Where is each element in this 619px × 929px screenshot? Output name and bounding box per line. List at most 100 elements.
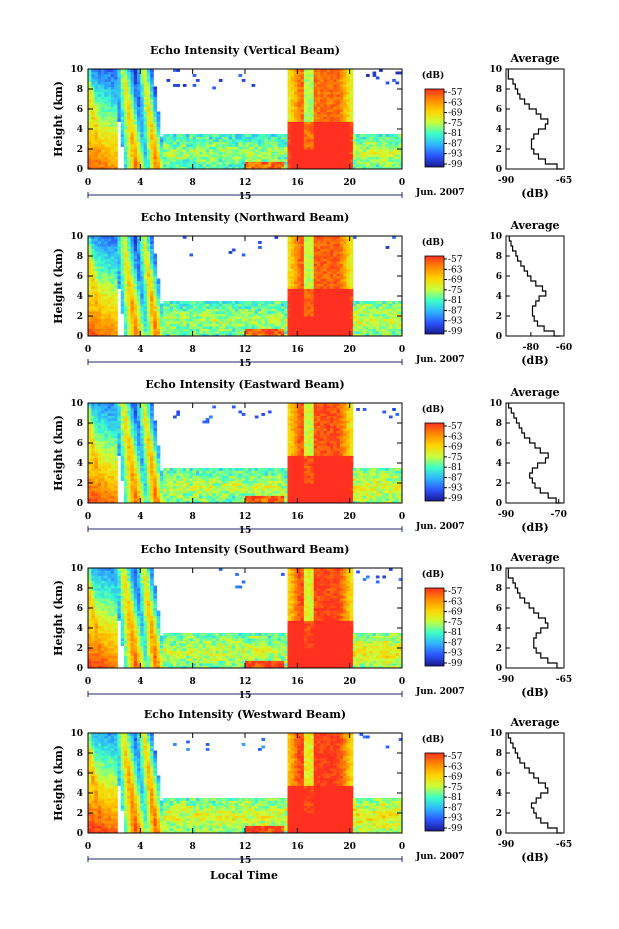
heatmap-cell — [150, 139, 154, 142]
heatmap-cell — [133, 104, 138, 107]
heatmap-cell — [280, 321, 285, 324]
heatmap-cell — [316, 236, 321, 239]
heatmap-cell — [212, 323, 216, 327]
heatmap-cell — [398, 333, 403, 337]
heatmap-cell — [290, 288, 295, 292]
heatmap-cell — [91, 101, 95, 105]
heatmap-cell — [127, 321, 131, 324]
heatmap-cell — [146, 281, 151, 284]
heatmap-cell — [245, 149, 249, 152]
heatmap-cell — [212, 326, 216, 329]
heatmap-cell — [392, 164, 396, 167]
heatmap-cell — [346, 241, 351, 244]
heatmap-cell — [120, 251, 125, 254]
heatmap-cell — [369, 301, 373, 304]
heatmap-cell — [271, 141, 275, 145]
y-tick-label: 2 — [77, 145, 83, 155]
heatmap-cell — [346, 89, 351, 92]
heatmap-cell — [349, 156, 354, 160]
heatmap-cell — [169, 154, 174, 157]
heatmap-cell — [186, 313, 190, 317]
heatmap-cell — [114, 99, 118, 102]
heatmap-cell — [333, 96, 337, 100]
heatmap-cell — [101, 84, 105, 87]
heatmap-cell — [297, 303, 301, 307]
heatmap-cell — [107, 81, 112, 85]
heatmap-cell — [163, 146, 167, 150]
heatmap-cell — [153, 146, 158, 150]
heatmap-cell — [209, 161, 213, 165]
heatmap-cell — [146, 156, 151, 160]
heatmap-cell — [320, 126, 324, 130]
heatmap-cell — [379, 141, 383, 145]
heatmap-cell — [264, 333, 269, 337]
heatmap-cell — [179, 313, 184, 317]
heatmap-cell — [333, 278, 337, 282]
heatmap-cell — [307, 129, 311, 132]
heatmap-cell — [343, 266, 347, 269]
heatmap-cell — [245, 306, 249, 309]
heatmap-cell — [169, 136, 174, 140]
heatmap-cell — [316, 69, 321, 72]
heatmap-cell — [140, 69, 144, 72]
heatmap-cell — [137, 291, 141, 294]
heatmap-cell — [123, 94, 128, 97]
heatmap-cell — [156, 286, 161, 289]
heatmap-cell — [123, 278, 128, 282]
heatmap-cell — [343, 313, 347, 317]
heatmap-cell — [176, 318, 180, 322]
heatmap-cell — [264, 159, 269, 162]
heatmap-cell — [101, 129, 105, 132]
heatmap-cell — [349, 71, 354, 75]
heatmap-cell — [277, 141, 282, 145]
heatmap-cell — [300, 251, 305, 254]
heatmap-cell — [146, 258, 151, 262]
heatmap-cell — [300, 126, 305, 130]
heatmap-cell — [330, 166, 334, 170]
heatmap-cell — [169, 313, 174, 317]
heatmap-cell — [356, 328, 360, 332]
heatmap-cell — [127, 263, 131, 267]
heatmap-cell — [127, 116, 131, 120]
heatmap-cell — [241, 149, 246, 152]
heatmap-cell — [346, 161, 351, 165]
heatmap-cell — [251, 164, 256, 167]
date-label: Jun. 2007 — [415, 188, 465, 198]
heatmap-cell — [343, 248, 347, 252]
heatmap-cell — [379, 166, 383, 170]
heatmap-cell — [359, 333, 364, 337]
heatmap-cell — [140, 139, 144, 142]
heatmap-cell — [326, 94, 331, 97]
heatmap-cell — [94, 331, 99, 334]
heatmap-cell — [215, 316, 220, 319]
heatmap-cell — [218, 164, 223, 167]
heatmap-cell — [225, 149, 230, 152]
heatmap-cell — [212, 139, 216, 142]
heatmap-cell — [352, 161, 357, 165]
heatmap-cell — [97, 86, 102, 90]
heatmap-cell — [336, 164, 341, 167]
heatmap-cell — [127, 278, 131, 282]
heatmap-cell — [271, 328, 275, 332]
heatmap-cell — [313, 286, 318, 289]
heatmap-cell — [238, 326, 243, 329]
heatmap-cell — [104, 96, 109, 100]
heatmap-cell — [356, 323, 360, 327]
heatmap-cell — [310, 256, 315, 259]
heatmap-cell — [300, 141, 305, 145]
heatmap-cell — [398, 311, 403, 314]
heatmap-cell — [398, 306, 403, 309]
heatmap-cell — [186, 331, 190, 334]
heatmap-cell — [251, 301, 256, 304]
heatmap-cell — [326, 111, 331, 115]
heatmap-cell — [300, 91, 305, 95]
heatmap-cell — [316, 96, 321, 100]
heatmap-cell — [310, 281, 315, 284]
heatmap-cell — [123, 131, 128, 135]
heatmap-cell — [382, 136, 387, 140]
heatmap-cell — [388, 308, 393, 312]
heatmap-cell — [130, 81, 135, 85]
heatmap-cell — [120, 76, 125, 80]
heatmap-cell — [313, 293, 318, 297]
heatmap-cell — [225, 316, 230, 319]
